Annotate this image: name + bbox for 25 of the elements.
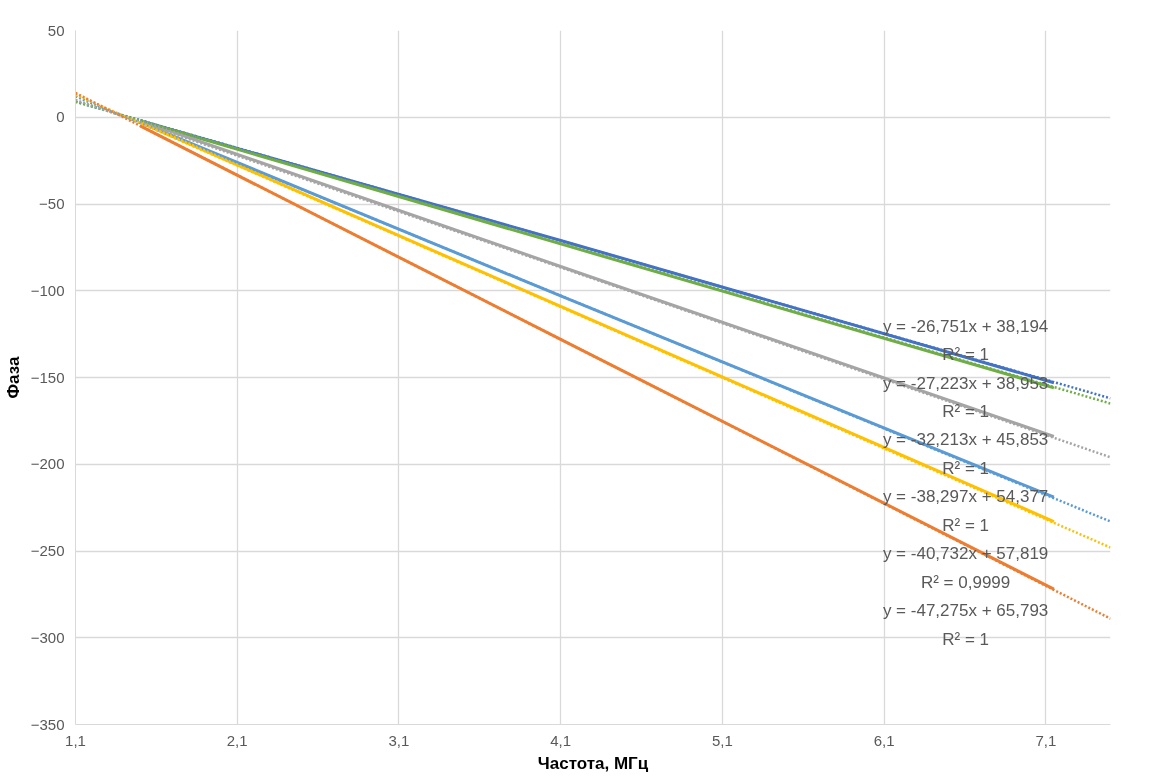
- y-tick-label: −200: [30, 455, 65, 473]
- x-tick-label: 3,1: [388, 731, 410, 749]
- x-tick-label: 6,1: [873, 731, 895, 749]
- y-tick-label: −350: [30, 715, 65, 733]
- y-tick-label: 0: [56, 108, 65, 126]
- annotation: R² = 0,9999: [920, 572, 1011, 592]
- x-tick-label: 1,1: [65, 731, 86, 749]
- y-tick-label: −150: [30, 368, 65, 386]
- annotation: R² = 1: [942, 629, 989, 649]
- annotation: R² = 1: [942, 402, 989, 422]
- x-axis-title: Частота, МГц: [537, 753, 649, 773]
- x-tick-label: 5,1: [711, 731, 733, 749]
- annotation: y = -47,275x + 65,793: [882, 601, 1049, 621]
- y-tick-label: −250: [30, 542, 65, 559]
- annotation: y = -26,751x + 38,194: [882, 316, 1049, 336]
- y-tick-label: 50: [47, 21, 65, 39]
- x-tick-label: 4,1: [550, 731, 572, 749]
- y-axis-title: Фаза: [3, 356, 23, 399]
- y-tick-label: −50: [39, 195, 65, 212]
- y-tick-label: −100: [30, 281, 65, 299]
- x-tick-label: 2,1: [226, 731, 248, 749]
- x-tick-label: 7,1: [1035, 731, 1057, 749]
- annotation: R² = 1: [942, 515, 989, 535]
- y-tick-label: −300: [30, 628, 65, 646]
- annotation: y = -32,213x + 45,853: [882, 430, 1049, 450]
